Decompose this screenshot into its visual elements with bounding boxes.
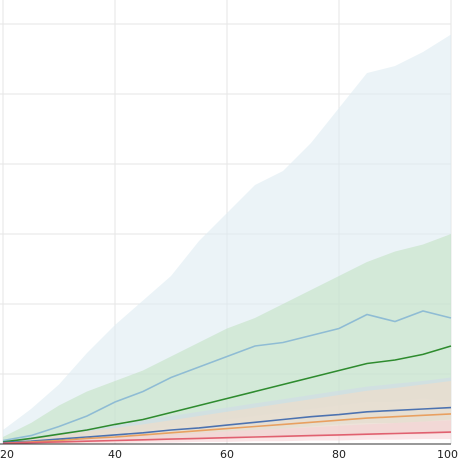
series-2-line <box>2 345 452 443</box>
confidence-bands <box>3 34 451 444</box>
series-5-line <box>2 431 452 445</box>
series-4-line <box>2 413 452 445</box>
series-3-line <box>2 406 452 444</box>
series-5-band <box>3 420 451 444</box>
x-tick-label-60: 60 <box>220 448 234 461</box>
x-tick-label-40: 40 <box>108 448 122 461</box>
series-1-line <box>2 310 452 442</box>
series-lines <box>2 310 452 445</box>
x-tick-label-20: 20 <box>0 448 14 461</box>
x-tick-label-100: 100 <box>437 448 458 461</box>
x-tick-labels: 20 40 60 80 100 <box>0 448 458 461</box>
x-tick-label-80: 80 <box>332 448 346 461</box>
